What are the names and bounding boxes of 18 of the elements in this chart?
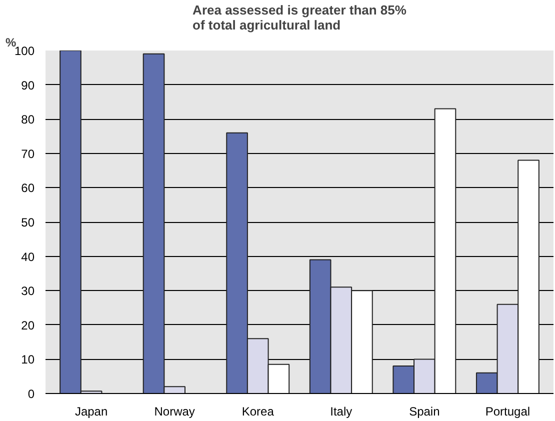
x-tick-label: Spain	[409, 404, 440, 418]
x-tick-label: Korea	[242, 404, 274, 418]
y-tick-label: 30	[21, 284, 35, 298]
y-tick-label: 90	[21, 78, 35, 92]
x-tick-label: Japan	[74, 404, 108, 418]
x-tick-label: Norway	[154, 404, 195, 418]
x-tick-label: Portugal	[485, 404, 530, 418]
y-tick-label: 0	[28, 387, 35, 401]
y-tick-label: 10	[21, 352, 35, 367]
y-tick-label: 60	[21, 181, 35, 196]
chart-title: Area assessed is greater than 85% of total agricultural land	[192, 2, 407, 32]
y-tick-label: 20	[21, 318, 35, 332]
y-tick-label: 80	[21, 112, 35, 127]
y-tick-label: 70	[21, 146, 35, 161]
y-tick-label: 40	[21, 250, 35, 264]
x-tick-label: Italy	[330, 404, 352, 418]
y-tick-label: 50	[21, 216, 35, 230]
y-axis-title: %	[6, 36, 16, 50]
